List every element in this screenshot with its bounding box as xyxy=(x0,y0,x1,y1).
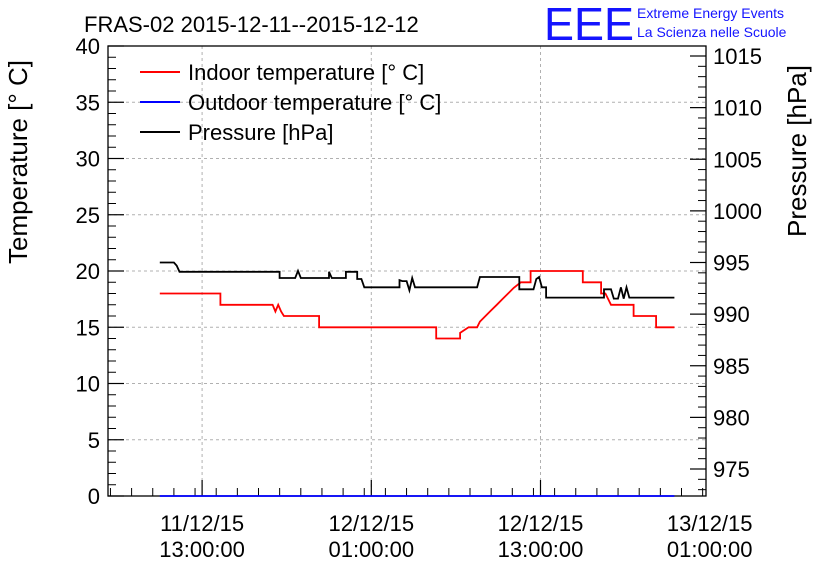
y-tick-label: 25 xyxy=(76,203,100,228)
x-tick-label-time: 13:00:00 xyxy=(159,537,245,562)
series-line-1 xyxy=(159,270,675,340)
axes: 0510152025303540975980985990995100010051… xyxy=(76,34,762,562)
y-axis-label: Temperature [° C] xyxy=(3,60,33,264)
chart-title: FRAS-02 2015-12-11--2015-12-12 xyxy=(84,12,419,37)
grid-lines xyxy=(108,46,706,496)
logo-line-1: Extreme Energy Events xyxy=(637,5,785,21)
eee-logo-icon: EEE xyxy=(544,2,634,44)
y-tick-label: 5 xyxy=(88,428,100,453)
y2-tick-label: 990 xyxy=(713,302,750,327)
y-tick-label: 15 xyxy=(76,315,100,340)
y2-tick-label: 975 xyxy=(713,457,750,482)
x-tick-label-time: 13:00:00 xyxy=(498,537,584,562)
legend-label: Indoor temperature [° C] xyxy=(188,60,424,85)
y2-tick-label: 1015 xyxy=(713,44,762,69)
y-tick-label: 40 xyxy=(76,34,100,59)
logo-mark: EEE xyxy=(544,2,634,44)
series-line-3 xyxy=(159,261,675,300)
legend-label: Pressure [hPa] xyxy=(188,120,334,145)
y2-tick-label: 985 xyxy=(713,354,750,379)
y-tick-label: 35 xyxy=(76,90,100,115)
x-tick-label-date: 12/12/15 xyxy=(498,511,584,536)
x-tick-label-time: 01:00:00 xyxy=(667,537,753,562)
legend-label: Outdoor temperature [° C] xyxy=(188,90,441,115)
x-tick-label-date: 11/12/15 xyxy=(160,511,244,536)
x-tick-label-date: 12/12/15 xyxy=(328,511,414,536)
logo-line-2: La Scienza nelle Scuole xyxy=(637,24,787,40)
data-series xyxy=(159,261,675,497)
y2-tick-label: 995 xyxy=(713,251,750,276)
y2-tick-label: 1010 xyxy=(713,96,762,121)
y2-tick-label: 1000 xyxy=(713,199,762,224)
y-tick-label: 10 xyxy=(76,372,100,397)
x-tick-label-time: 01:00:00 xyxy=(328,537,414,562)
y-tick-label: 30 xyxy=(76,147,100,172)
y2-axis-label: Pressure [hPa] xyxy=(782,65,812,237)
legend: Indoor temperature [° C] Outdoor temperat… xyxy=(140,60,441,145)
y-tick-label: 0 xyxy=(88,484,100,509)
y2-tick-label: 1005 xyxy=(713,147,762,172)
y2-tick-label: 980 xyxy=(713,405,750,430)
x-tick-label-date: 13/12/15 xyxy=(667,511,753,536)
y-tick-label: 20 xyxy=(76,259,100,284)
